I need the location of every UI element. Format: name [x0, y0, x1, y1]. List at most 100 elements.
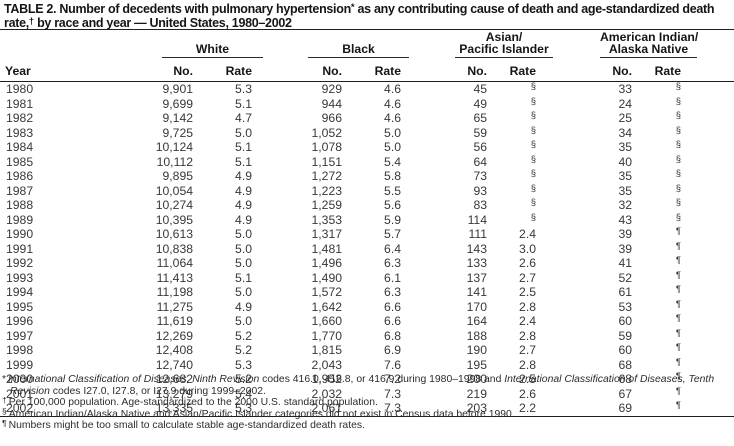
year-cell: 1981 — [6, 96, 34, 111]
cell-black_rate: 6.3 — [384, 285, 401, 299]
spacer-cell — [684, 256, 734, 271]
spacer-cell — [684, 184, 734, 199]
cell-white_rate: 5.0 — [235, 285, 252, 299]
table-row: 1989 10,395 4.9 1,353 5.9 114 § 43 § — [0, 213, 734, 228]
cell-black_no: 1,151 — [311, 154, 343, 169]
cell-black_rate: 4.6 — [384, 96, 401, 111]
cell-white_rate: 4.7 — [235, 111, 252, 125]
cell-api_no: 73 — [473, 169, 487, 183]
cell-black_rate: 6.9 — [384, 343, 401, 357]
year-cell: 1993 — [6, 270, 34, 285]
cell-black_no: 2,061 — [311, 401, 343, 415]
cell-white_no: 11,275 — [156, 299, 193, 314]
cell-black_no: 1,490 — [311, 270, 343, 285]
cell-aian_no: 69 — [618, 401, 632, 415]
cell-white_no: 10,613 — [155, 227, 193, 241]
footnote-text: Numbers might be too small to calculate … — [8, 420, 365, 432]
cell-api_no: 45 — [473, 82, 487, 96]
table-row: 2002 13,335 5.3 2,061 7.3 203 2.2 69 ¶ — [0, 401, 734, 416]
column-group-asian-pacific-islander: Asian/ Pacific Islander — [455, 30, 553, 58]
cell-api_no: 83 — [473, 198, 487, 212]
cell-white_no: 11,413 — [156, 270, 193, 285]
cell-aian_no: 35 — [618, 169, 632, 183]
api-no-header: No. — [404, 58, 490, 82]
footnote-symbol: § — [530, 154, 536, 165]
cell-api_no: 56 — [473, 140, 487, 154]
cell-aian_rate: § — [635, 97, 684, 112]
cell-api_rate: 2.7 — [519, 343, 536, 357]
footnote-symbol: § — [530, 198, 536, 208]
cell-white_no: 10,112 — [156, 154, 193, 169]
footnote-symbol: ¶ — [675, 357, 681, 368]
cell-aian_rate: ¶ — [635, 242, 684, 257]
cell-white_rate: 5.0 — [235, 227, 252, 241]
cell-white_rate: 5.0 — [235, 241, 252, 256]
cell-black_no: 1,642 — [311, 299, 343, 314]
cell-api_rate: § — [490, 126, 539, 141]
footnote-symbol: § — [675, 96, 681, 107]
cell-black_no: 929 — [321, 82, 342, 96]
table-row: 2001 13,279 5.4 2,032 7.3 219 2.6 67 ¶ — [0, 387, 734, 402]
year-cell: 2000 — [6, 372, 34, 386]
cell-black_rate: 7.2 — [384, 372, 401, 386]
cell-black_no: 1,317 — [311, 227, 343, 241]
cell-white_no: 11,619 — [156, 314, 193, 328]
cell-api_no: 114 — [467, 212, 487, 227]
cell-aian_rate: § — [635, 82, 684, 97]
cell-white_rate: 4.9 — [235, 169, 252, 183]
footnote-text: International Classification of Diseases… — [8, 374, 260, 385]
cell-aian_rate: ¶ — [635, 372, 684, 387]
spacer-cell — [684, 126, 734, 141]
cell-white_rate: 5.0 — [235, 125, 252, 140]
cell-black_rate: 4.6 — [384, 82, 401, 96]
cell-black_rate: 5.9 — [384, 212, 401, 227]
footnote-marker: ¶ — [2, 417, 7, 428]
footnote-text: American Indian/Alaska Native and Asian/… — [8, 408, 515, 420]
cell-aian_rate: ¶ — [635, 285, 684, 300]
column-group-label: Pacific Islander — [459, 41, 549, 56]
cell-white_rate: 5.2 — [235, 372, 252, 386]
year-cell: 1980 — [6, 82, 34, 96]
footnote-symbol: ¶ — [675, 386, 681, 397]
cell-api_no: 93 — [473, 183, 487, 198]
cell-black_rate: 6.3 — [384, 256, 401, 270]
cell-black_no: 1,481 — [311, 241, 343, 256]
cell-aian_no: 35 — [618, 183, 632, 198]
cell-aian_no: 32 — [618, 198, 632, 212]
cell-api_rate: § — [490, 155, 539, 170]
cell-aian_no: 34 — [618, 125, 632, 140]
table-row: 1981 9,699 5.1 944 4.6 49 § 24 § — [0, 97, 734, 112]
footnote-symbol: § — [675, 183, 681, 194]
cell-api_no: 188 — [466, 328, 487, 343]
footnote-symbol: ¶ — [675, 328, 681, 339]
table-title-line-1: TABLE 2. Number of decedents with pulmon… — [4, 2, 715, 16]
cell-white_rate: 5.0 — [235, 314, 252, 328]
aian-no-header: No. — [539, 58, 635, 82]
cell-api_no: 59 — [473, 125, 487, 140]
cell-aian_no: 24 — [618, 96, 632, 111]
table-row: 1994 11,198 5.0 1,572 6.3 141 2.5 61 ¶ — [0, 285, 734, 300]
footnote-symbol: ¶ — [675, 401, 681, 411]
footnote-symbol: § — [530, 140, 536, 150]
cell-api_rate: 2.8 — [519, 357, 536, 372]
cell-black_rate: 7.3 — [384, 401, 401, 415]
spacer-cell — [684, 358, 734, 373]
cell-aian_rate: § — [635, 140, 684, 155]
footnote-text: International Classification of Diseases… — [10, 374, 715, 397]
year-cell: 1994 — [6, 285, 34, 299]
year-cell: 2001 — [6, 386, 34, 401]
cell-aian_rate: § — [635, 198, 684, 213]
cell-aian_no: 60 — [618, 314, 632, 328]
cell-api_rate: § — [490, 97, 539, 112]
cell-api_rate: 2.7 — [519, 270, 536, 285]
footnote-marker-asterisk: * — [350, 2, 355, 13]
table-row: 1988 10,274 4.9 1,259 5.6 83 § 32 § — [0, 198, 734, 213]
cell-black_rate: 5.8 — [384, 169, 401, 183]
footnote-symbol: ¶ — [675, 372, 681, 382]
cell-api_rate: 2.8 — [519, 328, 536, 343]
cell-api_rate: § — [490, 213, 539, 228]
table-row: 1987 10,054 4.9 1,223 5.5 93 § 35 § — [0, 184, 734, 199]
table-row: 1982 9,142 4.7 966 4.6 65 § 25 § — [0, 111, 734, 126]
spacer-cell — [684, 285, 734, 300]
table-title-line-2: rate,† by race and year — United States,… — [4, 16, 292, 30]
